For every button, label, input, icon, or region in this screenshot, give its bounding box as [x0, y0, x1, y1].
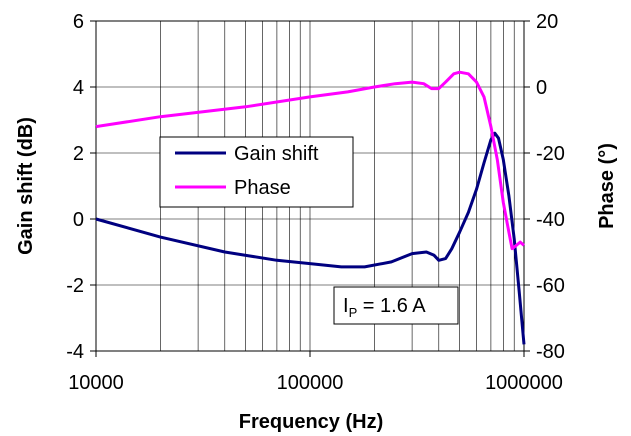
- x-axis-title: Frequency (Hz): [239, 411, 383, 433]
- series-line-gain-shift: [95, 131, 526, 345]
- current-annotation: IP = 1.6 A: [333, 286, 459, 325]
- y-tick-label: 2: [73, 143, 84, 165]
- x-tick-label: 10000: [68, 372, 124, 394]
- y2-tick-label: 20: [536, 11, 558, 33]
- series-line-phase: [95, 70, 525, 251]
- legend: Gain shift Phase: [159, 136, 354, 208]
- y2-tick-label: -20: [536, 143, 565, 165]
- y-tick-label: 0: [73, 209, 84, 231]
- y-axis-title: Gain shift (dB): [15, 117, 37, 255]
- y2-tick-label: -80: [536, 341, 565, 363]
- legend-label-phase: Phase: [234, 177, 291, 199]
- y2-tick-label: 0: [536, 77, 547, 99]
- y-tick-label: 4: [73, 77, 84, 99]
- y2-axis-title: Phase (°): [596, 143, 618, 229]
- x-tick-label: 1000000: [485, 372, 563, 394]
- y2-tick-label: -60: [536, 275, 565, 297]
- y-tick-label: -2: [66, 275, 84, 297]
- series-layer: [95, 70, 526, 345]
- legend-label-gain-shift: Gain shift: [234, 143, 319, 165]
- y-tick-label: 6: [73, 11, 84, 33]
- annotation-box: [333, 286, 459, 325]
- legend-box: [159, 136, 354, 208]
- x-tick-label: 100000: [277, 372, 344, 394]
- annotation-text: IP = 1.6 A: [343, 295, 426, 320]
- y2-tick-label: -40: [536, 209, 565, 231]
- y-tick-label: -4: [66, 341, 84, 363]
